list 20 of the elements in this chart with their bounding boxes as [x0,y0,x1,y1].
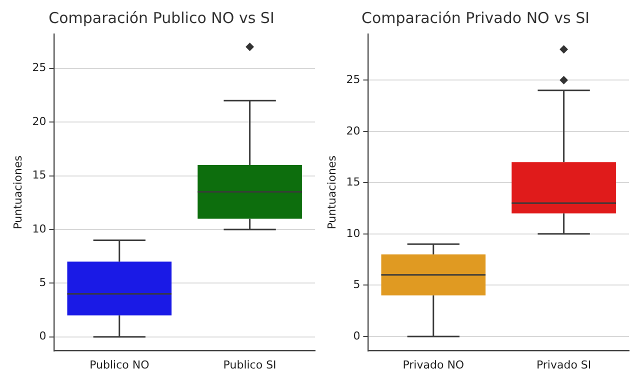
y-tick-label: 0 [39,330,46,343]
y-tick-label: 15 [32,168,46,182]
x-tick-label: Publico NO [90,358,150,372]
y-tick-label: 5 [39,276,46,290]
y-tick-label: 25 [32,61,46,74]
y-tick-label: 10 [32,222,46,236]
chart-title: Comparación Privado NO vs SI [361,8,590,27]
y-tick-label: 10 [346,226,360,240]
x-tick-label: Privado SI [536,358,592,372]
chart-title: Comparación Publico NO vs SI [48,8,274,27]
y-tick-label: 5 [353,278,360,292]
y-tick-label: 20 [346,124,360,138]
x-tick-label: Publico SI [223,358,276,372]
y-axis-title: Puntuaciones [11,155,24,230]
y-tick-label: 25 [346,72,360,86]
y-axis-title: Puntuaciones [325,155,338,230]
y-tick-label: 20 [32,114,46,128]
y-tick-label: 0 [353,329,360,342]
x-tick-label: Privado NO [402,358,464,372]
y-tick-label: 15 [346,176,360,189]
